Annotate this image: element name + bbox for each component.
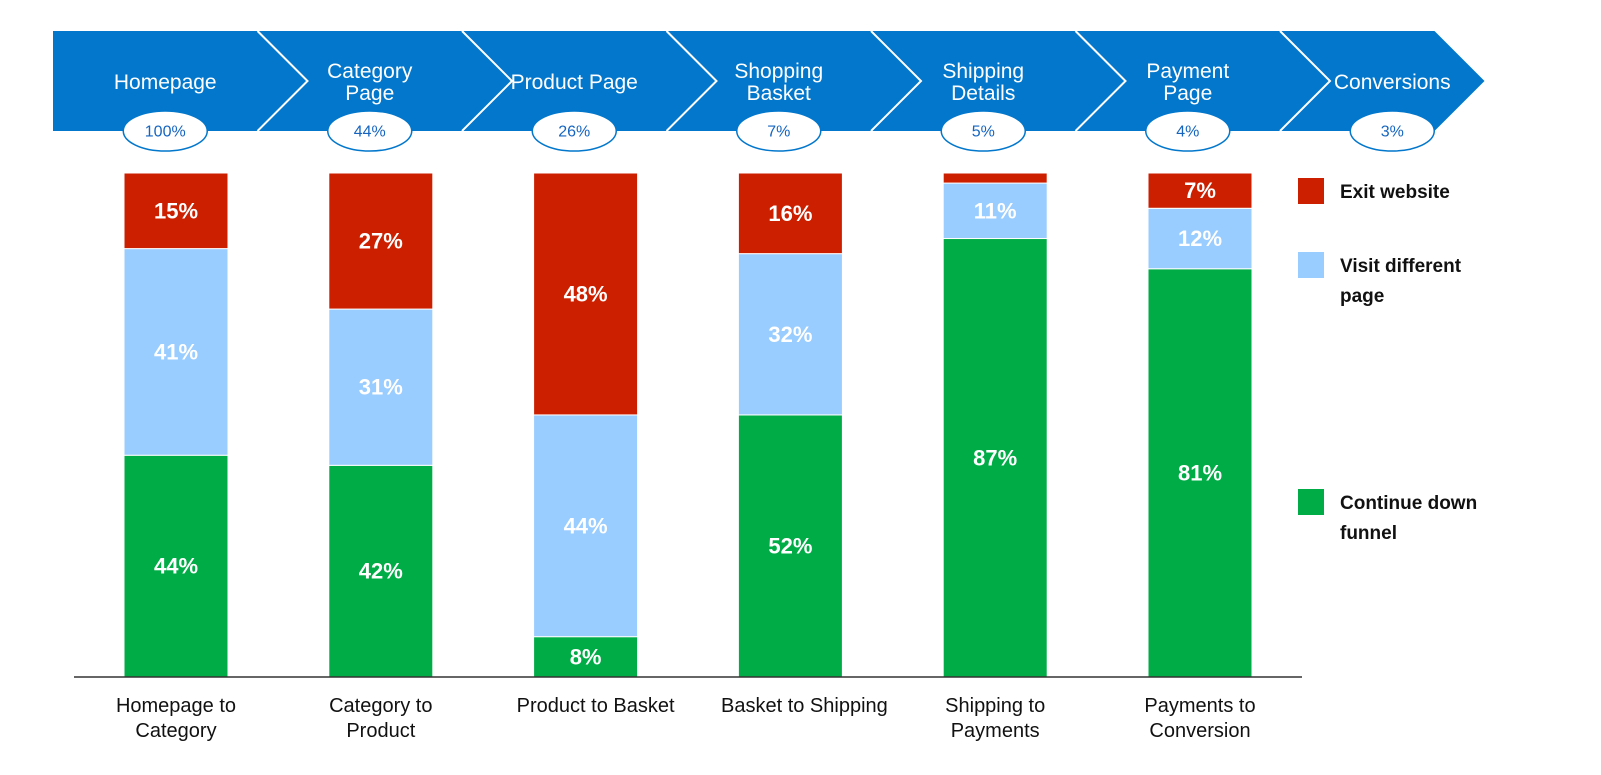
funnel-stage-badge	[736, 110, 822, 152]
funnel-chevron-separator	[870, 30, 923, 132]
bar-segment	[123, 172, 229, 250]
bar-segment	[942, 182, 1048, 240]
category-label: Payments	[951, 720, 1040, 742]
bar-segment-label: 44%	[564, 513, 608, 538]
legend-swatch	[1298, 178, 1324, 204]
legend-label: Visit different	[1340, 256, 1462, 277]
funnel-stage-label: Page	[1163, 82, 1212, 105]
funnel-stage-percent: 26%	[558, 124, 590, 141]
legend-item: Continue down funnel	[1298, 489, 1477, 544]
bar-segment	[737, 253, 843, 416]
funnel-stage-label: Shopping	[734, 60, 823, 83]
funnel-stage-percent: 5%	[972, 124, 995, 141]
bar-segment	[1147, 207, 1253, 270]
category-label: Shipping to	[945, 695, 1045, 717]
legend-item: Visit different page	[1298, 252, 1462, 307]
funnel-stage-badge	[122, 110, 208, 152]
funnel-stage-badge	[940, 110, 1026, 152]
funnel-stage-percent: 3%	[1381, 124, 1404, 141]
bar-segment	[942, 238, 1048, 678]
funnel-stage-percent: 7%	[767, 124, 790, 141]
category-label: Conversion	[1149, 720, 1250, 742]
bar-segment-label: 15%	[154, 198, 198, 223]
bar-segment-label: 81%	[1178, 460, 1222, 485]
funnel-stage-label: Shipping	[942, 60, 1024, 83]
bar-segment-label: 52%	[768, 533, 812, 558]
category-label: Basket to Shipping	[721, 695, 888, 717]
legend-item: Exit website	[1298, 178, 1450, 204]
legend-label: Continue down	[1340, 493, 1477, 514]
bar-segment	[328, 464, 434, 678]
funnel-chevron-separator	[665, 30, 718, 132]
bar-segment-label: 44%	[154, 554, 198, 579]
bar-segment-label: 42%	[359, 559, 403, 584]
bar-segment-label: 31%	[359, 375, 403, 400]
legend-label: funnel	[1340, 523, 1397, 544]
funnel-stage-badge	[1349, 110, 1435, 152]
bar-segment	[533, 636, 639, 678]
funnel-chevron-separator	[1279, 30, 1332, 132]
bar-segment	[328, 308, 434, 466]
category-label: Product to Basket	[517, 695, 675, 717]
bar-segment	[737, 414, 843, 678]
funnel-chevron-separator	[256, 30, 309, 132]
funnel-chevron-separator	[461, 30, 514, 132]
bar-segment-label: 8%	[570, 644, 602, 669]
funnel-band	[53, 31, 1485, 131]
bar-segment-label: 16%	[768, 201, 812, 226]
bar-segment-label: 12%	[1178, 226, 1222, 251]
funnel-stage-badge	[531, 110, 617, 152]
bar-segment	[328, 172, 434, 310]
bar-segment-label: 7%	[1184, 178, 1216, 203]
funnel-stage-badge	[1145, 110, 1231, 152]
legend-label: page	[1340, 286, 1384, 307]
bar-segment-label: 27%	[359, 229, 403, 254]
bar-segment	[942, 172, 1048, 184]
bar-segment	[123, 454, 229, 678]
funnel-stage-label: Conversions	[1334, 71, 1451, 94]
bar-segment	[533, 414, 639, 638]
funnel-stage-percent: 4%	[1176, 124, 1199, 141]
bar-segment	[533, 172, 639, 416]
funnel-stage-label: Payment	[1146, 60, 1229, 83]
bar-segment-label: 32%	[768, 322, 812, 347]
bar-segment	[737, 172, 843, 255]
category-label: Product	[346, 720, 415, 742]
category-label: Payments to	[1144, 695, 1255, 717]
legend-swatch	[1298, 489, 1324, 515]
legend-swatch	[1298, 252, 1324, 278]
legend-label: Exit website	[1340, 182, 1450, 203]
funnel-stage-label: Basket	[747, 82, 811, 105]
funnel-stage-badge	[327, 110, 413, 152]
funnel-stage-label: Homepage	[114, 71, 217, 94]
funnel-stage: Product Page 26%	[511, 71, 638, 152]
bar-segment-label: 48%	[564, 281, 608, 306]
funnel-stage-label: Category	[327, 60, 413, 83]
category-label: Homepage to	[116, 695, 236, 717]
bar-segment-label: 87%	[973, 445, 1017, 470]
bar-segment-label: 11%	[974, 198, 1017, 223]
funnel-stage-percent: 44%	[354, 124, 386, 141]
bar-segment-label: 41%	[154, 339, 198, 364]
bar-segment	[1147, 172, 1253, 209]
funnel-stage-label: Product Page	[511, 71, 638, 94]
bar-segment	[123, 248, 229, 456]
funnel-stage-label: Page	[345, 82, 394, 105]
funnel-stage: Homepage 100%	[114, 71, 217, 152]
funnel-stage-percent: 100%	[145, 124, 186, 141]
category-label: Category	[135, 720, 216, 742]
category-label: Category to	[329, 695, 432, 717]
funnel-chevron-separator	[1074, 30, 1127, 132]
funnel-stage-label: Details	[951, 82, 1015, 105]
funnel-stage: Conversions 3%	[1334, 71, 1451, 152]
